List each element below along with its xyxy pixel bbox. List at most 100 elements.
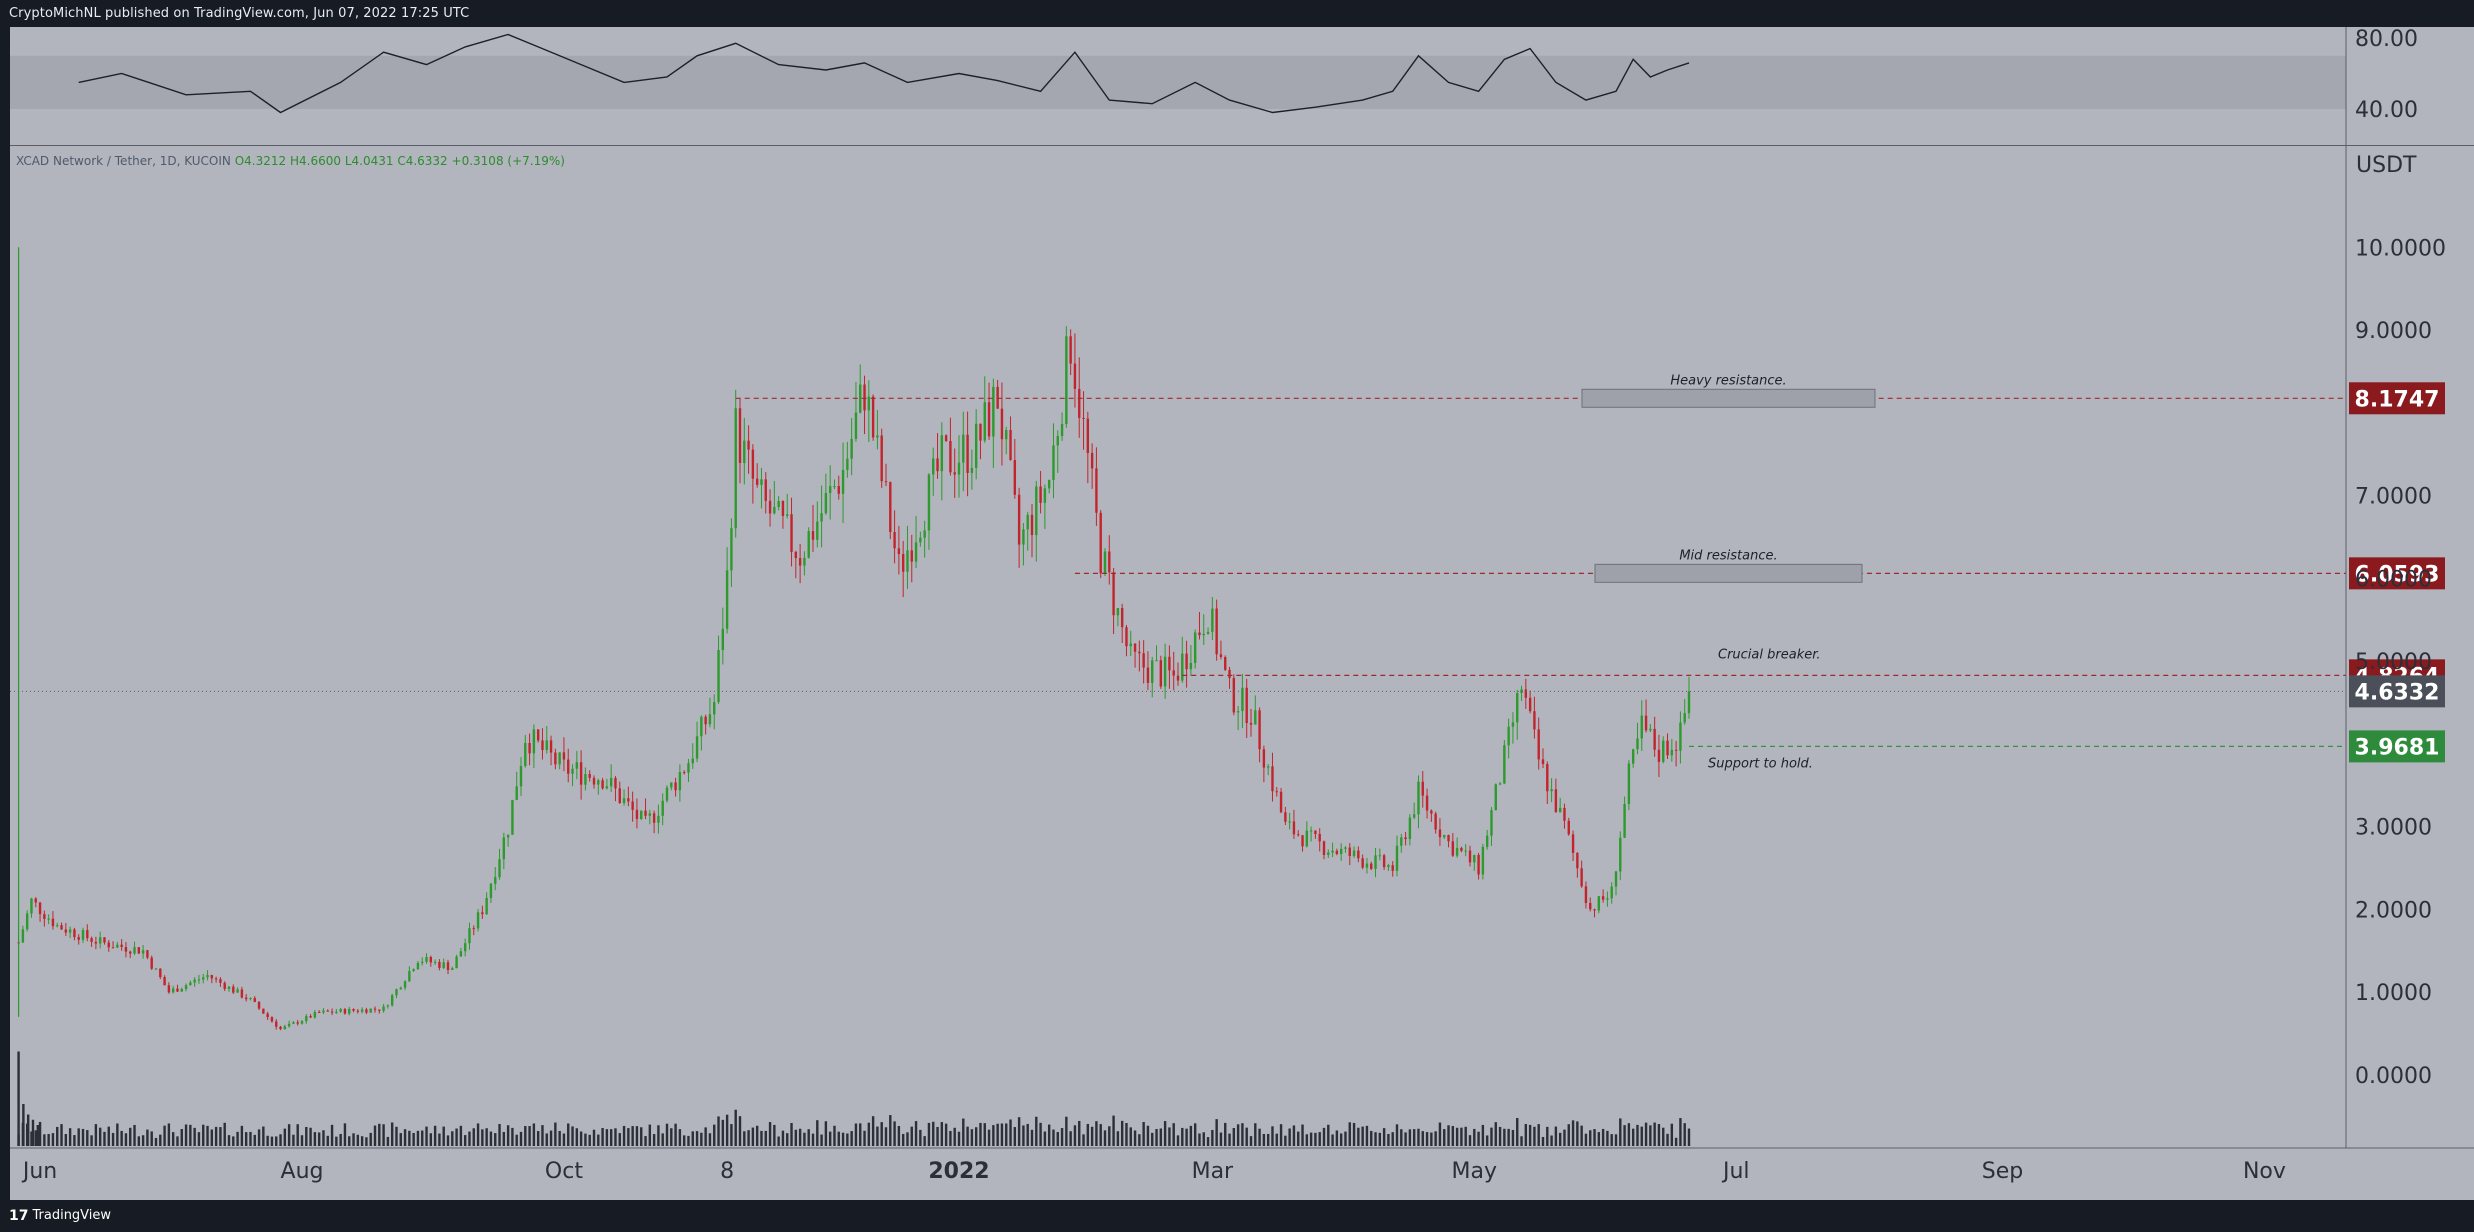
candle-body	[1090, 452, 1094, 469]
volume-bar	[648, 1124, 652, 1146]
volume-bar	[352, 1133, 355, 1146]
candle-body	[824, 492, 828, 514]
candle-body	[592, 777, 596, 785]
candle-body	[721, 628, 725, 650]
candle-body	[536, 729, 540, 741]
volume-bar	[451, 1131, 454, 1146]
candle-body	[725, 570, 729, 629]
volume-bar	[1120, 1120, 1124, 1146]
candle-body	[442, 962, 445, 968]
candle-body	[1498, 783, 1502, 785]
volume-bar	[399, 1133, 402, 1146]
candle-body	[1301, 835, 1304, 847]
candle-body	[575, 762, 579, 769]
candle-body	[1619, 837, 1622, 872]
candle-body	[695, 736, 699, 759]
volume-bar	[1271, 1126, 1274, 1146]
candle-body	[1284, 812, 1287, 822]
price-tick-label: 10.0000	[2355, 236, 2446, 261]
volume-bar	[1082, 1134, 1085, 1146]
candle-body	[562, 752, 566, 760]
candle-body	[244, 997, 248, 1000]
tradingview-brand[interactable]: 17 TradingView	[9, 1207, 111, 1225]
candle-body	[1056, 436, 1059, 446]
candle-body	[1507, 726, 1510, 746]
candle-body	[317, 1012, 321, 1014]
time-tick-label: 2022	[928, 1159, 989, 1184]
volume-bar	[755, 1125, 759, 1146]
volume-bar	[202, 1124, 205, 1146]
volume-bar	[1455, 1127, 1459, 1146]
volume-bar	[1043, 1131, 1047, 1146]
volume-bar	[98, 1127, 102, 1146]
volume-bar	[545, 1133, 548, 1146]
candle-body	[932, 458, 935, 475]
volume-bar	[932, 1121, 935, 1146]
volume-bar	[73, 1135, 76, 1146]
candle-body	[1606, 898, 1609, 900]
volume-bar	[1352, 1122, 1356, 1146]
candle-body	[1181, 653, 1184, 681]
volume-bar	[317, 1132, 321, 1146]
volume-bar	[1185, 1128, 1188, 1146]
volume-bars	[17, 1051, 1691, 1146]
volume-bar	[1473, 1128, 1476, 1146]
volume-bar	[1666, 1133, 1669, 1146]
volume-bar	[970, 1129, 974, 1146]
volume-bar	[270, 1136, 274, 1146]
volume-bar	[1687, 1128, 1691, 1146]
candle-body	[584, 774, 587, 785]
volume-bar	[1490, 1127, 1493, 1146]
candle-body	[1477, 854, 1480, 875]
candle-body	[141, 950, 145, 954]
candle-body	[854, 412, 858, 439]
volume-bar	[1000, 1123, 1004, 1146]
volume-bar	[554, 1122, 557, 1146]
candle-body	[1035, 486, 1038, 536]
candle-body	[833, 486, 836, 488]
candle-body	[794, 551, 798, 559]
candle-body	[764, 479, 767, 501]
candle-body	[1163, 656, 1167, 687]
volume-bar	[43, 1134, 46, 1146]
candle-body	[1447, 835, 1450, 842]
candle-body	[60, 925, 63, 930]
volume-bar	[1365, 1125, 1369, 1146]
price-tick-label: 2.0000	[2355, 898, 2432, 923]
volume-bar	[253, 1134, 256, 1146]
candle-body	[1391, 865, 1394, 871]
volume-bar	[1434, 1131, 1437, 1146]
volume-bar	[1546, 1126, 1549, 1146]
volume-bar	[1576, 1121, 1579, 1146]
candle-body	[1580, 868, 1583, 887]
volume-bar	[1370, 1130, 1373, 1146]
candle-body	[1215, 608, 1218, 655]
candle-body	[1408, 817, 1412, 840]
candle-body	[1245, 687, 1248, 723]
candle-body	[768, 500, 772, 514]
candle-body	[528, 743, 531, 754]
volume-bar	[618, 1133, 621, 1146]
candle-body	[1271, 766, 1274, 792]
volume-bar	[64, 1134, 68, 1146]
volume-bar	[1202, 1132, 1205, 1146]
volume-bar	[1138, 1134, 1141, 1146]
volume-bar	[1649, 1125, 1652, 1146]
candle-body	[34, 898, 37, 903]
volume-bar	[1503, 1128, 1506, 1146]
change-value: +0.3108 (+7.19%)	[451, 154, 565, 168]
candle-body	[1309, 830, 1313, 832]
volume-bar	[1395, 1124, 1399, 1146]
candle-body	[635, 809, 639, 819]
candle-body	[1490, 810, 1493, 836]
volume-bar	[506, 1125, 510, 1146]
candle-body	[1318, 833, 1321, 842]
volume-bar	[1228, 1133, 1231, 1146]
volume-bar	[1005, 1123, 1008, 1146]
volume-bar	[889, 1115, 892, 1146]
annotation-box	[1581, 388, 1876, 408]
volume-bar	[1236, 1124, 1240, 1146]
volume-bar	[914, 1121, 918, 1146]
candle-body	[609, 777, 613, 787]
